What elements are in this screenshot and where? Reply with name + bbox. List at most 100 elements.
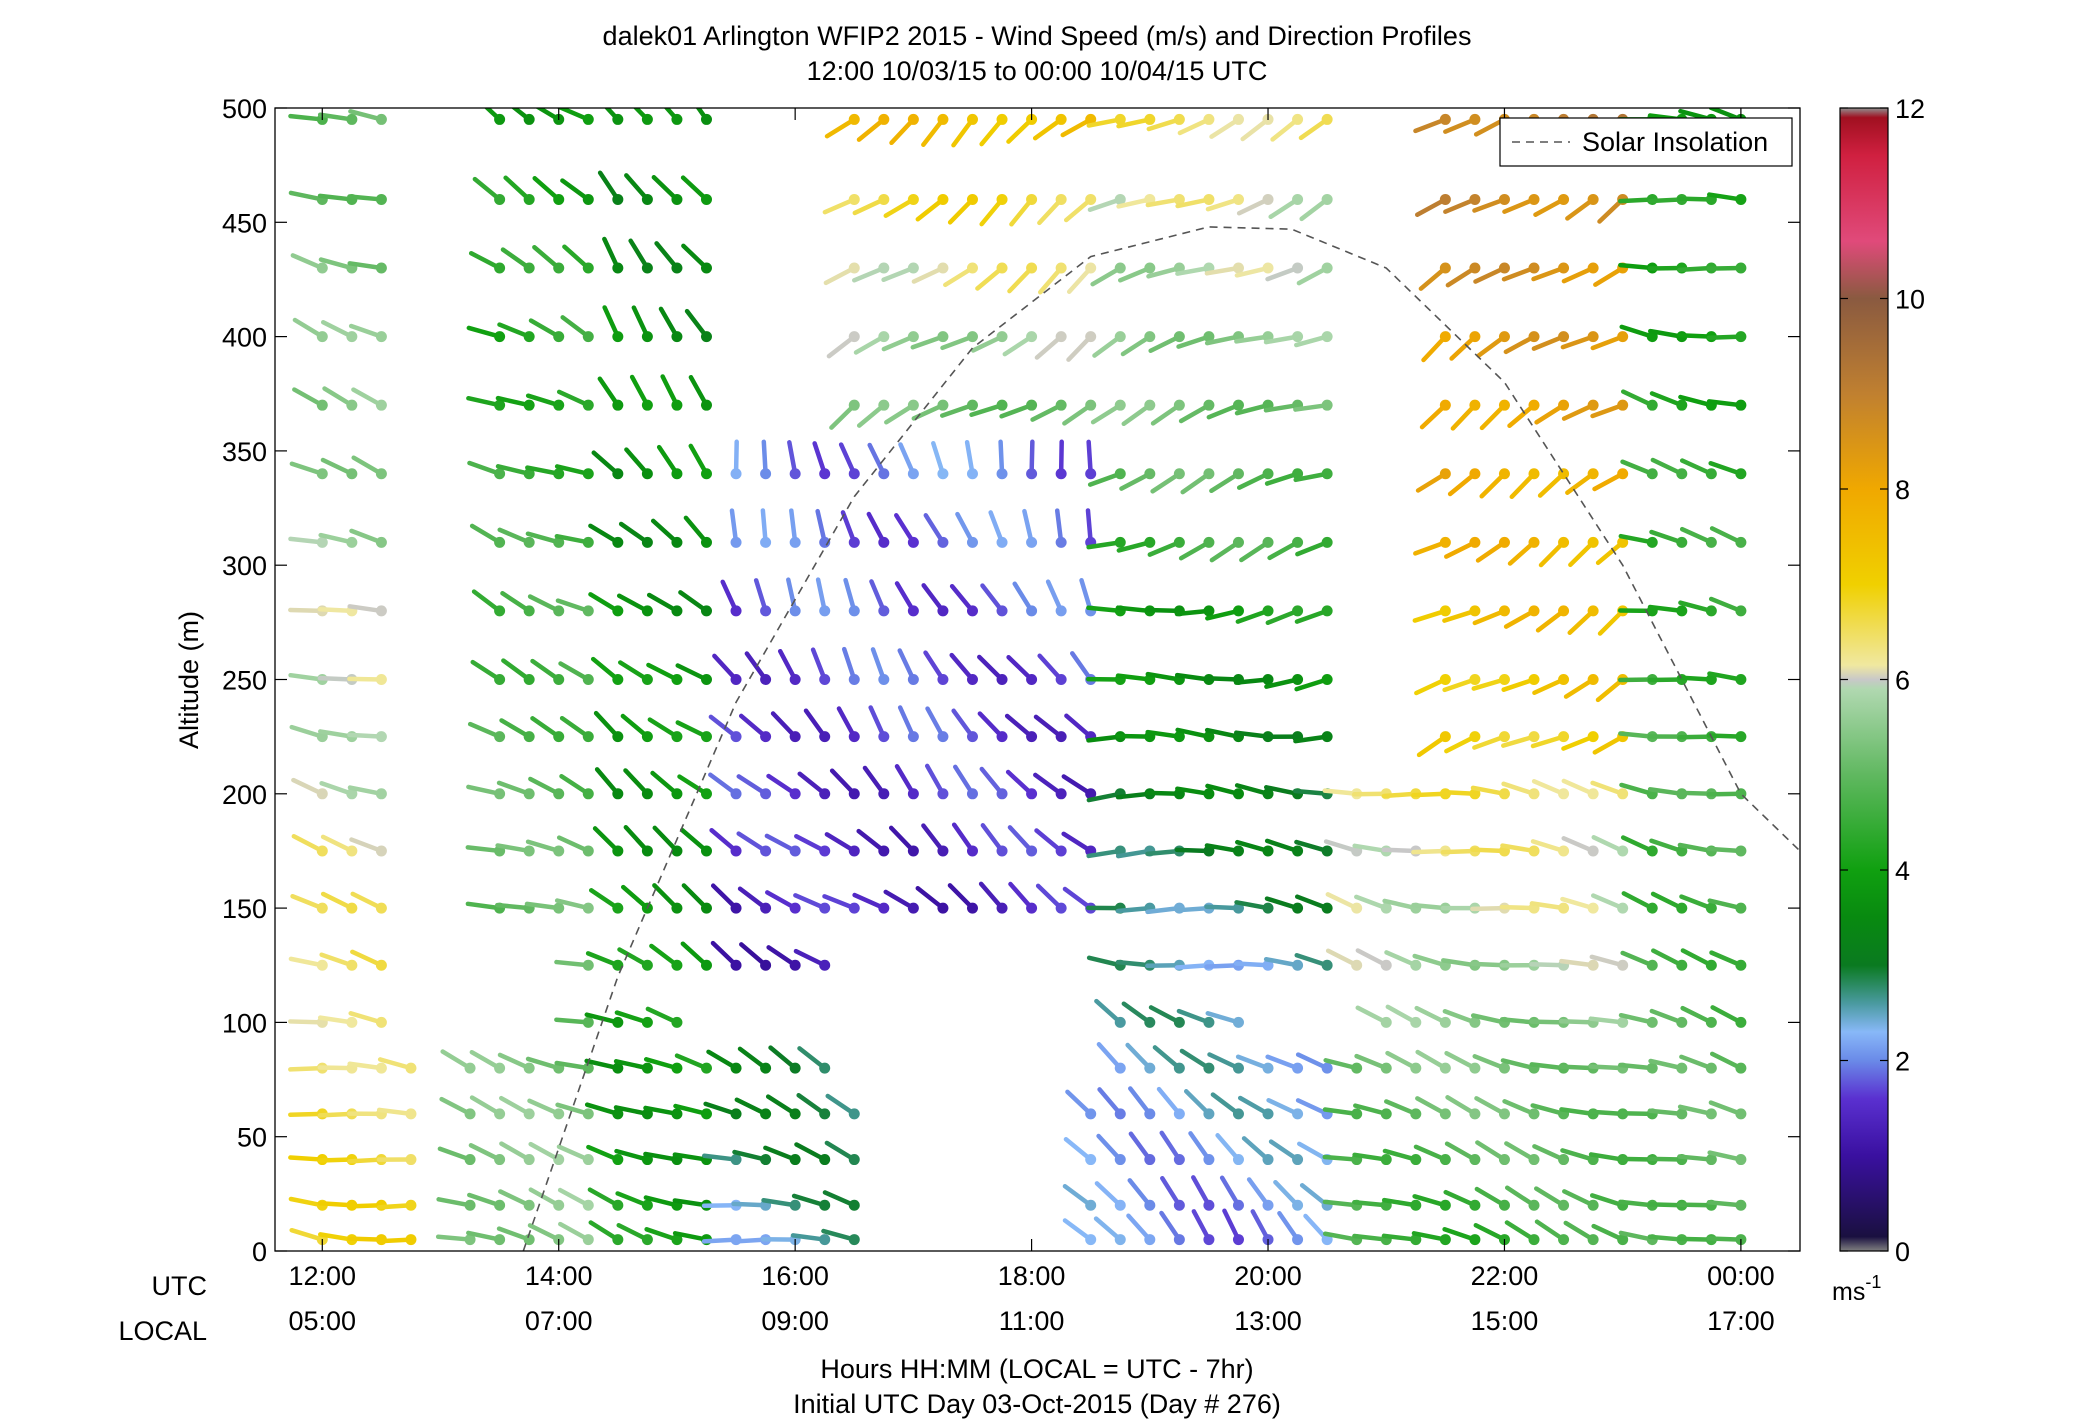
wind-barb-dot bbox=[1528, 193, 1540, 205]
wind-barb-dot bbox=[1469, 1062, 1481, 1074]
wind-barb-dot bbox=[789, 468, 801, 480]
wind-barb-dot bbox=[1469, 331, 1481, 343]
wind-barb-dot bbox=[1735, 262, 1747, 274]
wind-barb-dot bbox=[1026, 331, 1038, 343]
wind-barb-dot bbox=[1617, 845, 1629, 857]
wind-barb-dot bbox=[1498, 788, 1510, 800]
wind-barb-dot bbox=[1587, 193, 1599, 205]
wind-barb-dot bbox=[1232, 468, 1244, 480]
wind-barb-dot bbox=[848, 1154, 860, 1166]
wind-barb-dot bbox=[878, 331, 890, 343]
x-tick-label-utc: 14:00 bbox=[525, 1261, 593, 1291]
wind-barb-dot bbox=[1528, 845, 1540, 857]
wind-barb-dot bbox=[1498, 1199, 1510, 1211]
wind-barb-dot bbox=[1439, 674, 1451, 685]
wind-barb-dot bbox=[789, 788, 801, 800]
wind-barb-dot bbox=[1498, 1062, 1510, 1074]
wind-barb-dot bbox=[1262, 262, 1274, 274]
wind-barb-dot bbox=[1203, 1199, 1215, 1211]
wind-barb-dot bbox=[1469, 468, 1481, 480]
wind-barb-dot bbox=[730, 1062, 742, 1074]
wind-barb-dot bbox=[937, 845, 949, 857]
wind-barb-dot bbox=[1498, 468, 1510, 480]
wind-barb-dot bbox=[1292, 959, 1304, 971]
wind-barb-dot bbox=[730, 468, 742, 480]
wind-barb-dot bbox=[553, 331, 565, 343]
wind-barb-dot bbox=[1410, 1199, 1422, 1211]
wind-barb-dot bbox=[582, 674, 594, 685]
wind-barb-dot bbox=[1321, 959, 1333, 971]
wind-barb-dot bbox=[582, 731, 594, 743]
wind-barb-dot bbox=[878, 605, 890, 617]
wind-barb-dot bbox=[1232, 1154, 1244, 1166]
wind-barb-dot bbox=[464, 1062, 476, 1074]
wind-barb-dot bbox=[582, 113, 594, 125]
wind-barb-dot bbox=[878, 536, 890, 548]
wind-barb-dot bbox=[966, 468, 978, 480]
wind-barb-dot bbox=[1085, 331, 1097, 343]
wind-barb-dot bbox=[1676, 399, 1688, 411]
wind-barb-dot bbox=[1292, 1234, 1304, 1246]
wind-barb-dot bbox=[612, 1154, 624, 1166]
wind-barb-dot bbox=[582, 1154, 594, 1166]
wind-barb-dot bbox=[819, 1154, 831, 1166]
wind-barb-dot bbox=[612, 1108, 624, 1120]
x-tick-label-local: 11:00 bbox=[999, 1306, 1065, 1336]
wind-barb-dot bbox=[553, 1154, 565, 1166]
wind-barb-dot bbox=[819, 1199, 831, 1211]
wind-barb-dot bbox=[789, 605, 801, 617]
wind-barb-dot bbox=[1321, 468, 1333, 480]
wind-barb-dot bbox=[996, 674, 1008, 685]
wind-barb-dot bbox=[1085, 1199, 1097, 1211]
wind-barb-dot bbox=[1439, 731, 1451, 743]
wind-barb-dot bbox=[582, 1062, 594, 1074]
wind-barb-dot bbox=[1498, 331, 1510, 343]
wind-barb-dot bbox=[966, 331, 978, 343]
wind-barb-dot bbox=[848, 731, 860, 743]
wind-barb-dot bbox=[405, 1234, 417, 1246]
wind-barb-dot bbox=[1055, 731, 1067, 743]
wind-barb-dot bbox=[1380, 902, 1392, 914]
wind-barb-dot bbox=[1587, 605, 1599, 617]
wind-barb-dot bbox=[789, 731, 801, 743]
wind-barb-dot bbox=[1646, 399, 1658, 411]
wind-barb-dot bbox=[612, 1016, 624, 1028]
wind-barb-dot bbox=[641, 536, 653, 548]
wind-barb-dot bbox=[405, 1062, 417, 1074]
wind-barb-dot bbox=[1735, 399, 1747, 411]
wind-barb-dot bbox=[641, 193, 653, 205]
wind-barb-dot bbox=[789, 1062, 801, 1074]
wind-barb-dot bbox=[907, 731, 919, 743]
wind-barb-dot bbox=[819, 536, 831, 548]
wind-barb-dot bbox=[1351, 1062, 1363, 1074]
wind-barb-dot bbox=[375, 113, 387, 125]
wind-barb-dot bbox=[1498, 193, 1510, 205]
wind-barb-dot bbox=[1439, 1154, 1451, 1166]
wind-barb-dot bbox=[1114, 193, 1126, 205]
wind-barb-dot bbox=[523, 605, 535, 617]
wind-barb-dot bbox=[819, 731, 831, 743]
wind-barb-dot bbox=[1203, 113, 1215, 125]
wind-barb-dot bbox=[1646, 902, 1658, 914]
y-tick-label: 250 bbox=[222, 666, 267, 696]
wind-barb-dot bbox=[494, 331, 506, 343]
wind-barb-dot bbox=[937, 193, 949, 205]
x-tick-label-local: 05:00 bbox=[288, 1306, 356, 1336]
wind-barb-dot bbox=[1292, 262, 1304, 274]
wind-barb-dot bbox=[1380, 1062, 1392, 1074]
wind-barb-dot bbox=[1055, 902, 1067, 914]
wind-barb-dot bbox=[1528, 399, 1540, 411]
wind-barb-dot bbox=[1144, 1016, 1156, 1028]
wind-barb-dot bbox=[1055, 193, 1067, 205]
wind-barb-dot bbox=[316, 399, 328, 411]
wind-barb-dot bbox=[612, 1234, 624, 1246]
wind-barb-dot bbox=[730, 674, 742, 685]
wind-barb-dot bbox=[1055, 113, 1067, 125]
wind-barb-dot bbox=[700, 1062, 712, 1074]
wind-barb-dot bbox=[1144, 1154, 1156, 1166]
wind-barb-dot bbox=[1469, 399, 1481, 411]
wind-barb-dot bbox=[1469, 605, 1481, 617]
wind-barb-dot bbox=[1558, 731, 1570, 743]
wind-barb-dot bbox=[346, 902, 358, 914]
